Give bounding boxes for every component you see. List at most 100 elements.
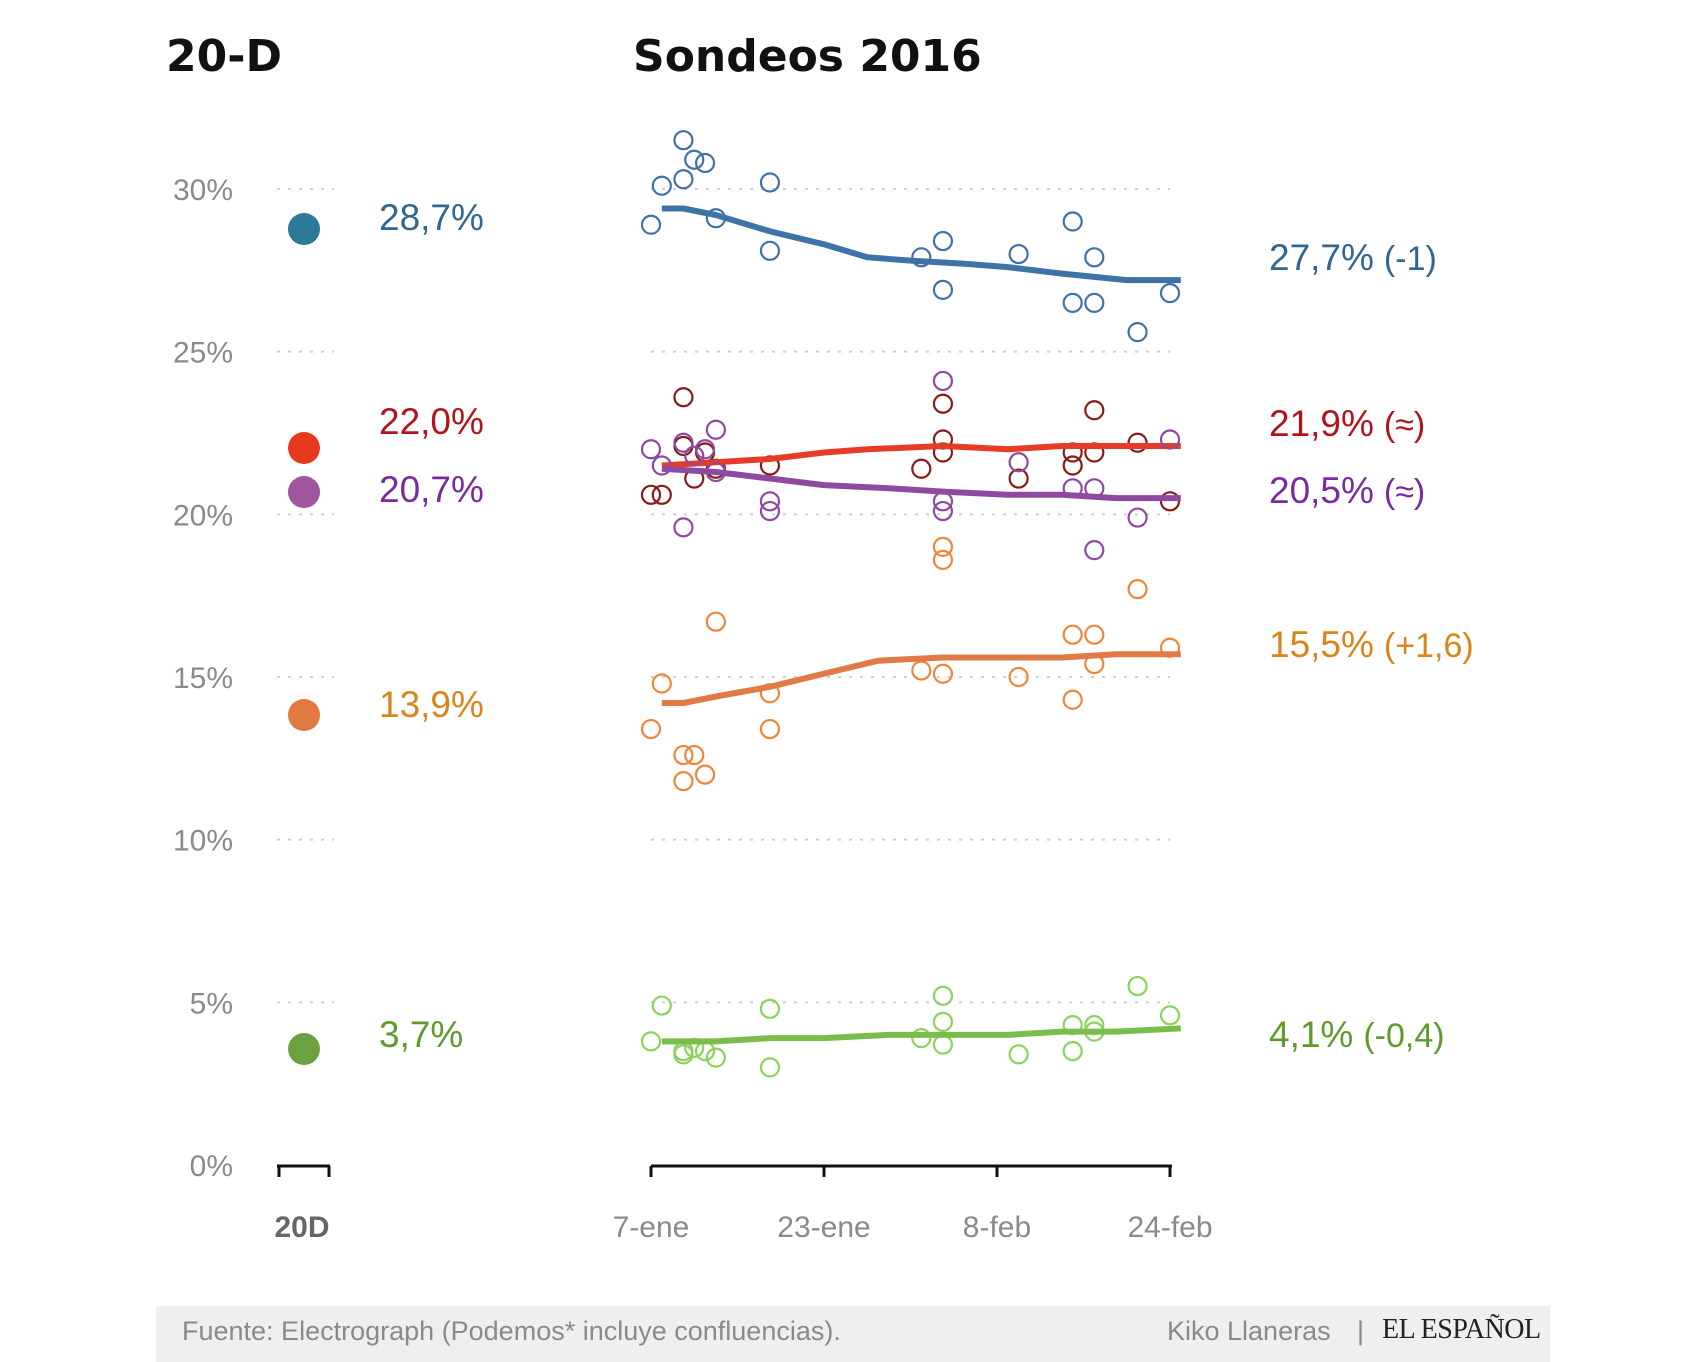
- result-20d-label: 28,7%: [379, 197, 484, 238]
- result-20d-label: 13,9%: [379, 684, 484, 725]
- poll-point: [673, 744, 694, 766]
- poll-point: [932, 1011, 954, 1032]
- poll-point: [684, 445, 705, 466]
- series-group: [640, 130, 1181, 343]
- trend-line: [661, 205, 1181, 284]
- poll-point: [1008, 1044, 1029, 1065]
- final-value-label: 4,1% (-0,4): [1269, 1014, 1445, 1055]
- poll-point: [1127, 507, 1148, 528]
- poll-point: [673, 130, 694, 151]
- poll-point: [673, 1044, 694, 1065]
- poll-point: [705, 419, 726, 440]
- change-value: (≈): [1384, 406, 1425, 444]
- poll-point: [651, 484, 672, 505]
- poll-point: [640, 439, 662, 460]
- y-tick-label: 15%: [173, 662, 233, 695]
- final-value-label: 15,5% (+1,6): [1269, 624, 1474, 665]
- poll-point: [932, 536, 954, 557]
- final-value: 20,5%: [1269, 470, 1374, 511]
- poll-point: [640, 214, 662, 235]
- result-20d-dot: [288, 432, 320, 464]
- poll-point: [1127, 975, 1148, 997]
- poll-point: [651, 175, 672, 196]
- poll-point: [1008, 468, 1029, 489]
- brand-logo: EL ESPAÑOL: [1382, 1314, 1541, 1345]
- trend-line: [661, 465, 1181, 502]
- change-value: (≈): [1384, 473, 1425, 511]
- poll-point: [694, 152, 716, 174]
- footer-separator: |: [1357, 1316, 1365, 1346]
- value-labels: 28,7% 27,7% (-1) 22,0% 21,9% (≈) 20,7% 20,5% (≈)…: [288, 197, 1474, 1065]
- poll-point: [932, 500, 954, 522]
- poll-point: [932, 663, 954, 684]
- result-20d-dot: [288, 1033, 320, 1065]
- y-tick-label: 0%: [190, 1150, 233, 1183]
- series-group: [640, 370, 1181, 561]
- poll-point: [759, 1057, 781, 1078]
- poll-point: [705, 611, 726, 632]
- poll-point: [651, 995, 672, 1016]
- poll-point: [932, 1034, 954, 1055]
- poll-point: [1062, 1041, 1083, 1062]
- poll-point: [651, 673, 672, 694]
- poll-point: [640, 718, 662, 740]
- poll-point: [684, 744, 705, 766]
- poll-point: [1062, 455, 1083, 476]
- poll-point: [1084, 400, 1105, 421]
- poll-point: [1159, 491, 1181, 512]
- source-note: Fuente: Electrograph (Podemos* incluye c…: [182, 1316, 841, 1346]
- poll-point: [759, 172, 781, 193]
- final-value-label: 27,7% (-1): [1269, 237, 1437, 278]
- poll-point: [932, 279, 954, 300]
- poll-point: [1008, 243, 1029, 265]
- poll-point: [684, 149, 705, 170]
- x-tick-label: 23-ene: [777, 1211, 870, 1244]
- chart-title: Sondeos 2016: [633, 31, 982, 82]
- series-group: [640, 387, 1181, 512]
- poll-point: [1159, 429, 1181, 450]
- poll-point: [673, 169, 694, 190]
- left-title: 20-D: [166, 31, 282, 82]
- poll-point: [651, 455, 672, 476]
- poll-point: [705, 1047, 726, 1068]
- result-20d-dot: [288, 476, 320, 508]
- poll-point: [911, 247, 932, 268]
- result-20d-dot: [288, 213, 320, 245]
- change-value: (-1): [1384, 240, 1437, 278]
- poll-point: [759, 491, 781, 512]
- poll-point: [932, 985, 954, 1006]
- poll-point: [1062, 211, 1083, 232]
- poll-point: [673, 432, 694, 453]
- gridlines: [277, 188, 1170, 1004]
- footer: Fuente: Electrograph (Podemos* incluye c…: [156, 1306, 1550, 1362]
- poll-point: [694, 764, 716, 785]
- y-tick-label: 5%: [190, 987, 233, 1020]
- final-value: 4,1%: [1269, 1014, 1353, 1055]
- change-value: (-0,4): [1363, 1017, 1444, 1055]
- trend-line: [661, 443, 1181, 469]
- poll-point: [1159, 283, 1181, 304]
- y-tick-label: 25%: [173, 337, 233, 370]
- poll-point: [932, 393, 954, 414]
- final-value-label: 21,9% (≈): [1269, 403, 1425, 444]
- y-axis: 0% 5% 10% 15% 20% 25% 30%: [173, 174, 233, 1183]
- author: Kiko Llaneras: [1167, 1316, 1331, 1346]
- poll-point: [1008, 452, 1029, 473]
- poll-point: [1127, 579, 1148, 600]
- x-tick-label: 24-feb: [1127, 1211, 1212, 1244]
- poll-point: [640, 484, 662, 505]
- poll-point: [1062, 689, 1083, 710]
- poll-point: [673, 771, 694, 792]
- poll-point: [1084, 624, 1105, 645]
- result-20d-label: 3,7%: [379, 1014, 463, 1055]
- x-tick-label: 8-feb: [963, 1211, 1031, 1244]
- poll-point: [1084, 540, 1105, 561]
- trend-line: [661, 651, 1181, 706]
- x-tick-label: 7-ene: [613, 1211, 690, 1244]
- series-layer: [640, 130, 1181, 1078]
- poll-point: [673, 517, 694, 538]
- poll-point: [911, 660, 932, 681]
- trend-line: [661, 1025, 1181, 1045]
- poll-point: [759, 240, 781, 261]
- final-value: 15,5%: [1269, 624, 1374, 665]
